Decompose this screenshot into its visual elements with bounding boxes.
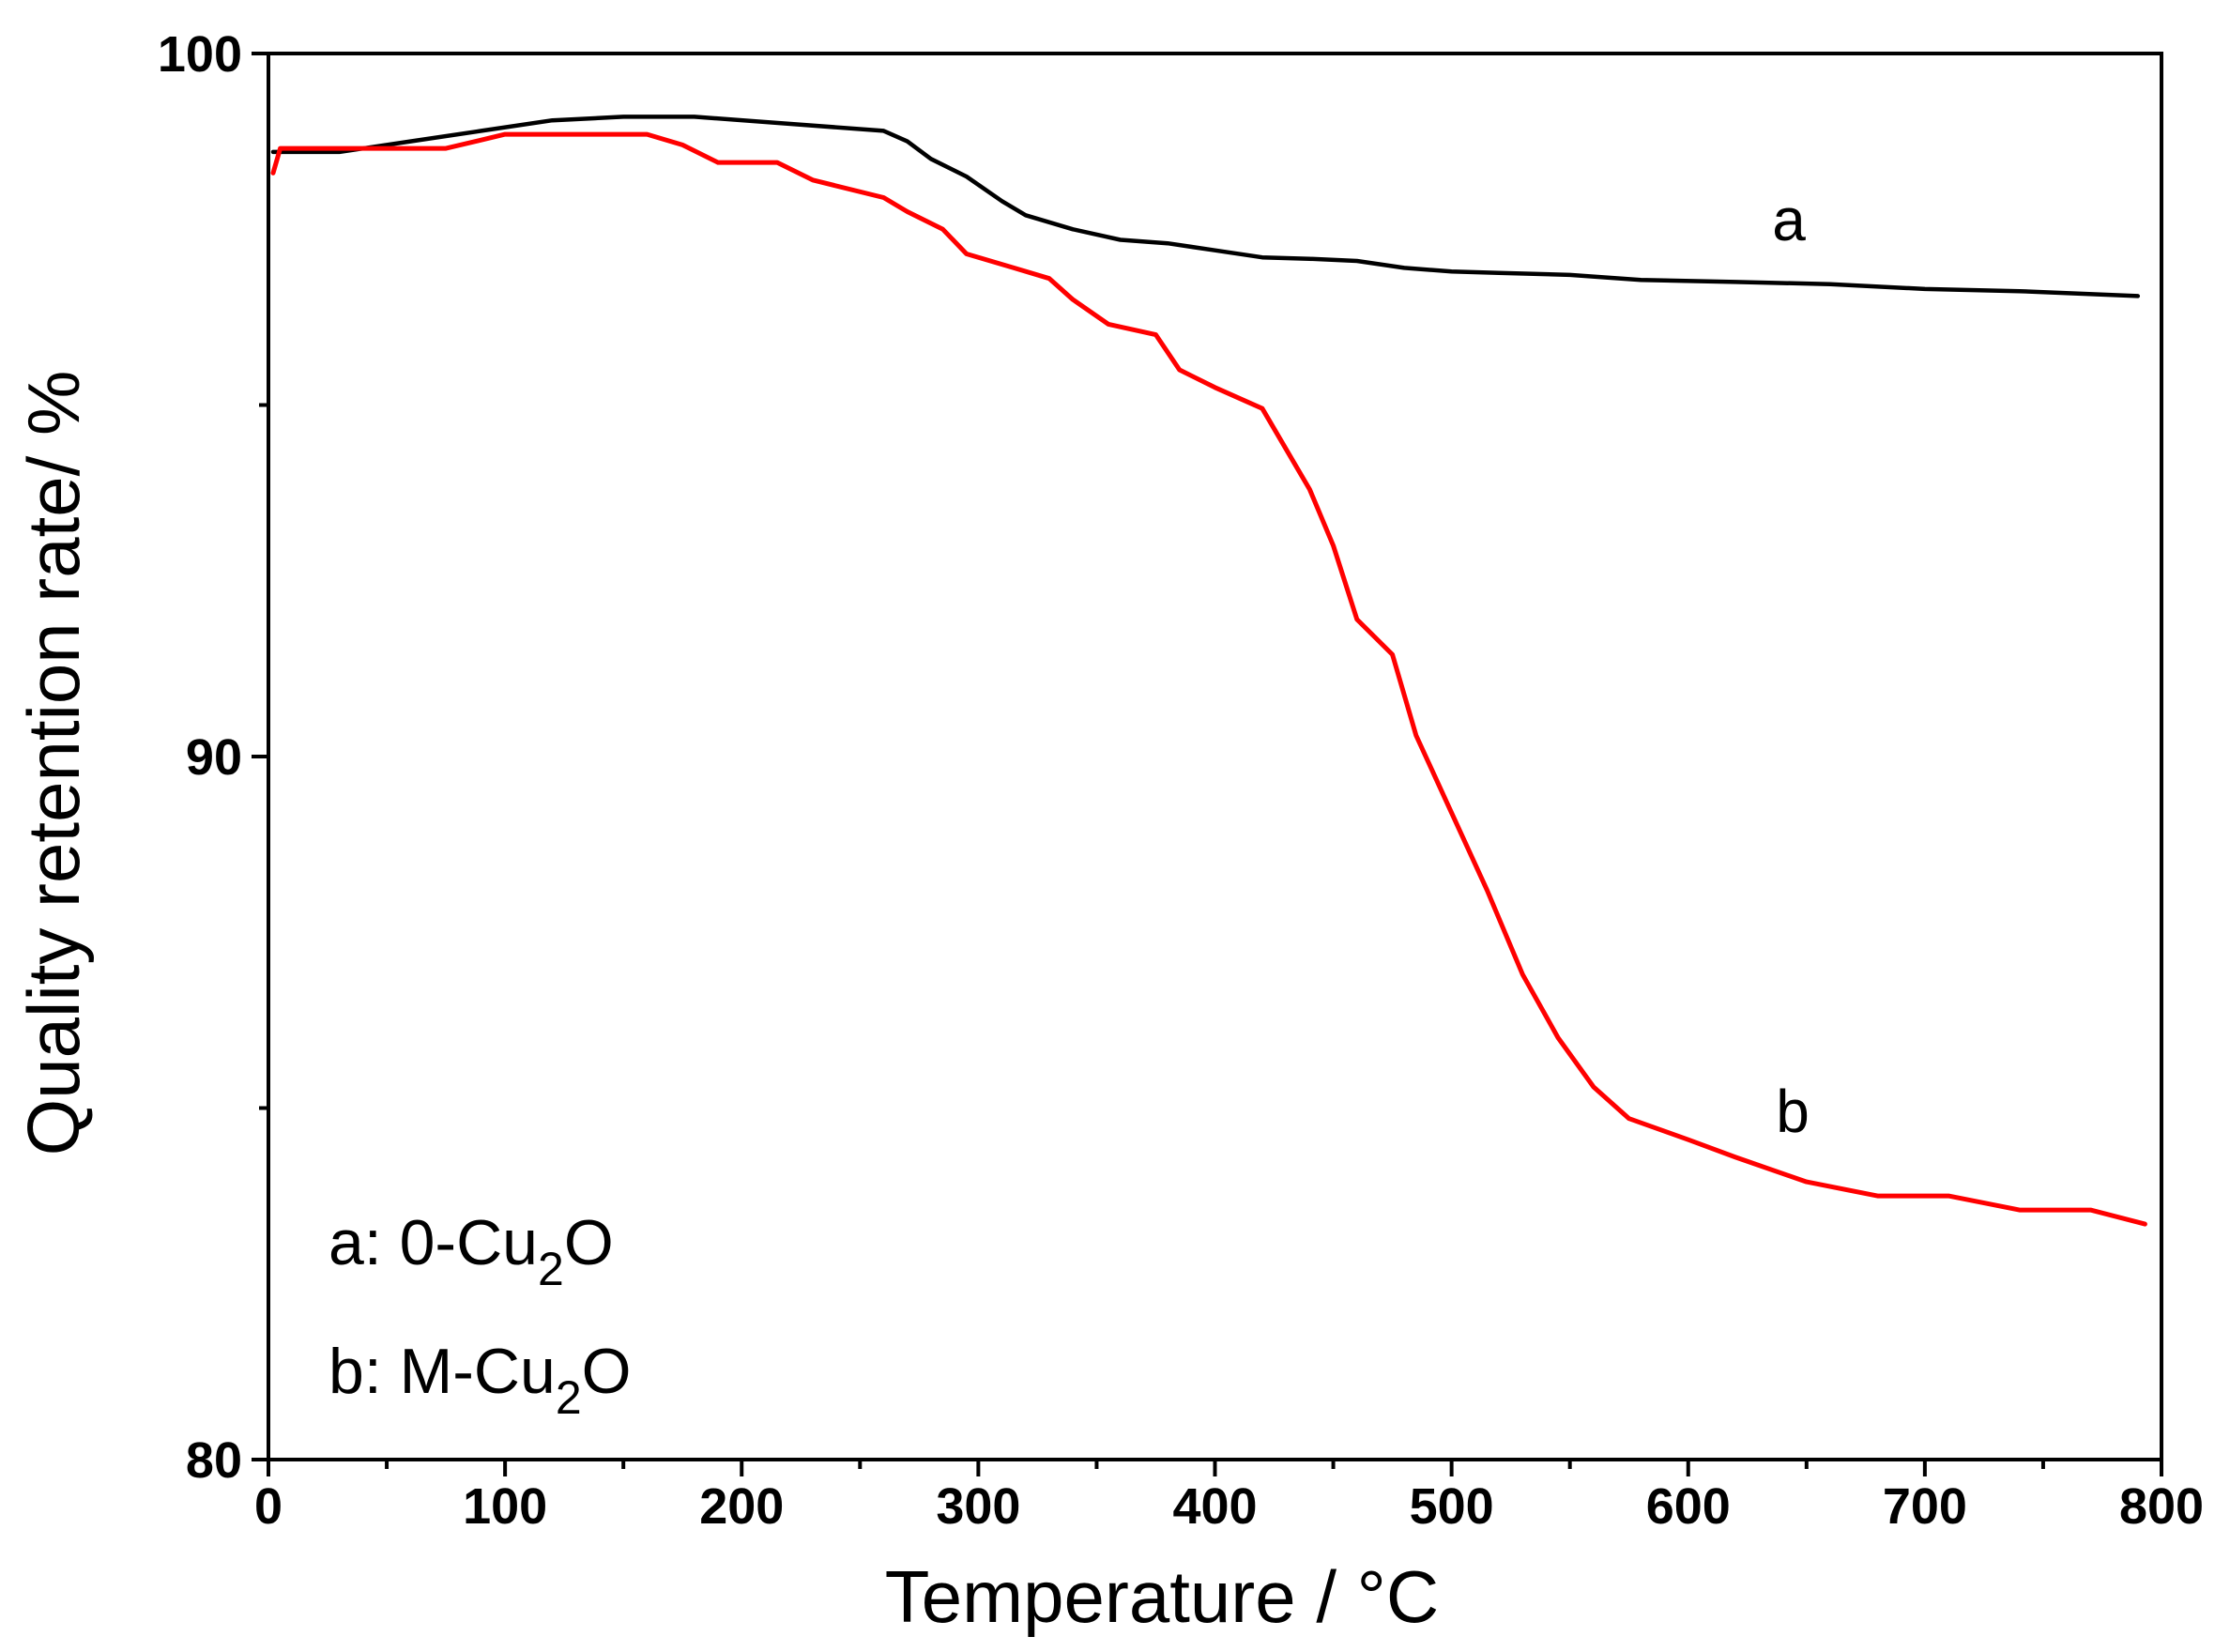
x-tick-label: 800 — [2119, 1478, 2204, 1535]
x-tick-label: 400 — [1172, 1478, 1257, 1535]
legend-a-main: a: 0-Cu — [328, 1207, 538, 1278]
legend-b-main: b: M-Cu — [328, 1336, 556, 1407]
series-line-a — [270, 115, 2141, 298]
series-line-b — [270, 131, 2147, 1227]
legend-entry-b: b: M-Cu2O — [328, 1336, 632, 1424]
y-tick-label: 80 — [186, 1432, 242, 1489]
legend-a-subscript: 2 — [538, 1243, 564, 1295]
legend-a-tail: O — [564, 1207, 614, 1278]
legend-b-tail: O — [582, 1336, 632, 1407]
legend-entry-a: a: 0-Cu2O — [328, 1207, 614, 1295]
data-series — [270, 115, 2147, 1227]
x-tick-label: 200 — [699, 1478, 784, 1535]
x-tick-label: 100 — [463, 1478, 547, 1535]
x-tick-label: 0 — [254, 1478, 283, 1535]
tick-labels: 0 100 200 300 400 500 600 700 800 80 90 100 — [158, 26, 2204, 1535]
series-label-b: b — [1776, 1078, 1810, 1145]
x-axis-title: Temperature / °C — [885, 1555, 1439, 1638]
x-tick-label: 300 — [936, 1478, 1020, 1535]
x-tick-label: 700 — [1883, 1478, 1967, 1535]
y-axis-title: Quality retention rate/ % — [12, 371, 95, 1156]
y-tick-label: 90 — [186, 729, 242, 786]
y-tick-label: 100 — [158, 26, 242, 83]
x-tick-label: 600 — [1646, 1478, 1731, 1535]
legend-b-subscript: 2 — [556, 1371, 582, 1424]
x-tick-label: 500 — [1410, 1478, 1494, 1535]
series-label-a: a — [1772, 186, 1806, 253]
plot-frame — [267, 52, 2163, 1461]
